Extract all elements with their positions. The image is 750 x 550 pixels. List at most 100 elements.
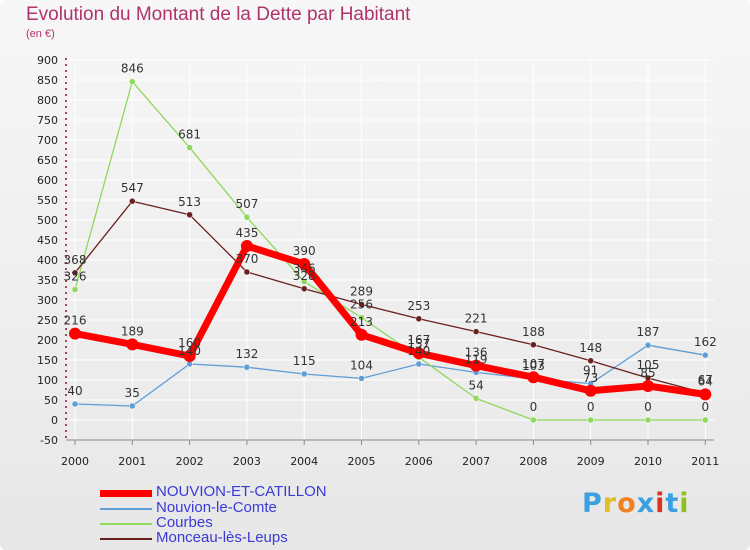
x-tick-label: 2004 xyxy=(290,455,318,468)
y-tick-label: 550 xyxy=(37,194,58,207)
data-label: 148 xyxy=(579,341,602,355)
data-label: 54 xyxy=(468,378,483,392)
data-point xyxy=(129,402,136,410)
y-tick-label: 150 xyxy=(37,354,58,367)
legend-label: Courbes xyxy=(156,514,213,531)
x-tick-label: 2003 xyxy=(233,455,261,468)
data-label: 507 xyxy=(235,197,258,211)
data-label: 221 xyxy=(465,312,488,326)
data-label: 370 xyxy=(235,252,258,266)
data-point xyxy=(644,341,652,349)
data-point xyxy=(129,197,136,205)
data-label: 368 xyxy=(64,253,87,267)
data-point xyxy=(71,400,79,408)
data-point xyxy=(300,370,308,378)
data-label: 187 xyxy=(637,325,660,339)
data-label: 0 xyxy=(701,400,709,414)
data-label: 136 xyxy=(465,346,488,360)
data-label: 115 xyxy=(293,354,316,368)
data-label: 105 xyxy=(637,358,660,372)
x-tick-label: 2006 xyxy=(405,455,433,468)
data-label: 0 xyxy=(587,400,595,414)
data-label: 132 xyxy=(235,347,258,361)
data-point xyxy=(358,301,365,308)
data-point xyxy=(243,363,251,371)
data-point xyxy=(642,380,654,392)
data-point xyxy=(298,258,311,270)
data-label: 846 xyxy=(121,62,144,76)
data-point xyxy=(183,350,196,362)
chart-subtitle: (en €) xyxy=(26,28,55,40)
data-point xyxy=(587,416,594,424)
data-label: 85 xyxy=(640,366,655,380)
data-label: 40 xyxy=(67,384,82,398)
y-tick-label: 450 xyxy=(37,234,58,247)
y-tick-label: 850 xyxy=(37,74,58,87)
y-tick-label: 400 xyxy=(37,254,58,267)
data-label: 0 xyxy=(530,400,538,414)
x-tick-label: 2011 xyxy=(691,455,719,468)
y-tick-label: 200 xyxy=(37,334,58,347)
data-label: 140 xyxy=(407,344,430,358)
data-label: 119 xyxy=(465,352,488,366)
data-label: 216 xyxy=(64,314,87,328)
data-point xyxy=(472,328,480,335)
data-label: 189 xyxy=(121,324,144,338)
data-label: 513 xyxy=(178,195,201,209)
logo-letter: r xyxy=(602,488,618,519)
data-point xyxy=(71,269,79,277)
data-label: 160 xyxy=(178,336,201,350)
y-tick-label: 650 xyxy=(37,154,58,167)
data-point xyxy=(527,371,540,384)
legend-swatch xyxy=(100,538,152,540)
data-point xyxy=(584,384,597,397)
y-tick-label: -50 xyxy=(40,434,58,447)
y-tick-label: 100 xyxy=(37,374,58,387)
data-label: 346 xyxy=(293,262,316,276)
x-tick-label: 2001 xyxy=(118,455,146,468)
logo-letter: i xyxy=(679,488,690,519)
x-tick-label: 2010 xyxy=(634,455,662,468)
data-label: 326 xyxy=(64,270,87,284)
data-label: 435 xyxy=(235,226,258,240)
data-label: 140 xyxy=(178,344,201,358)
data-point xyxy=(644,416,652,424)
data-label: 67 xyxy=(698,373,713,387)
data-label: 104 xyxy=(350,358,373,372)
data-point xyxy=(530,341,537,349)
data-label: 289 xyxy=(350,284,373,298)
logo-letter: o xyxy=(617,488,637,519)
x-tick-label: 2009 xyxy=(577,455,605,468)
data-point xyxy=(415,360,423,368)
data-point xyxy=(129,78,136,85)
legend-label: NOUVION-ET-CATILLON xyxy=(156,483,327,500)
data-label: 328 xyxy=(293,269,316,283)
proxiti-logo: Proxiti xyxy=(582,488,690,519)
data-label: 390 xyxy=(293,244,316,258)
data-label: 213 xyxy=(350,315,373,329)
data-point xyxy=(243,213,251,221)
series-line-3 xyxy=(74,200,706,394)
legend-swatch xyxy=(100,523,152,525)
data-point xyxy=(530,416,537,424)
data-point xyxy=(71,286,79,293)
data-label: 681 xyxy=(178,128,201,142)
data-point xyxy=(358,314,365,321)
data-point xyxy=(69,327,81,340)
x-tick-label: 2005 xyxy=(348,455,376,468)
y-tick-label: 600 xyxy=(37,174,58,187)
data-label: 64 xyxy=(698,374,713,388)
data-point xyxy=(412,347,425,360)
data-label: 73 xyxy=(583,371,598,385)
data-label: 256 xyxy=(350,298,373,312)
logo-letter: x xyxy=(636,488,656,519)
y-tick-label: 350 xyxy=(37,274,58,287)
data-point xyxy=(186,144,193,151)
y-tick-label: 700 xyxy=(37,134,58,147)
data-point xyxy=(240,240,253,252)
data-point xyxy=(355,328,368,341)
x-tick-label: 2008 xyxy=(519,455,547,468)
data-point xyxy=(186,211,193,219)
